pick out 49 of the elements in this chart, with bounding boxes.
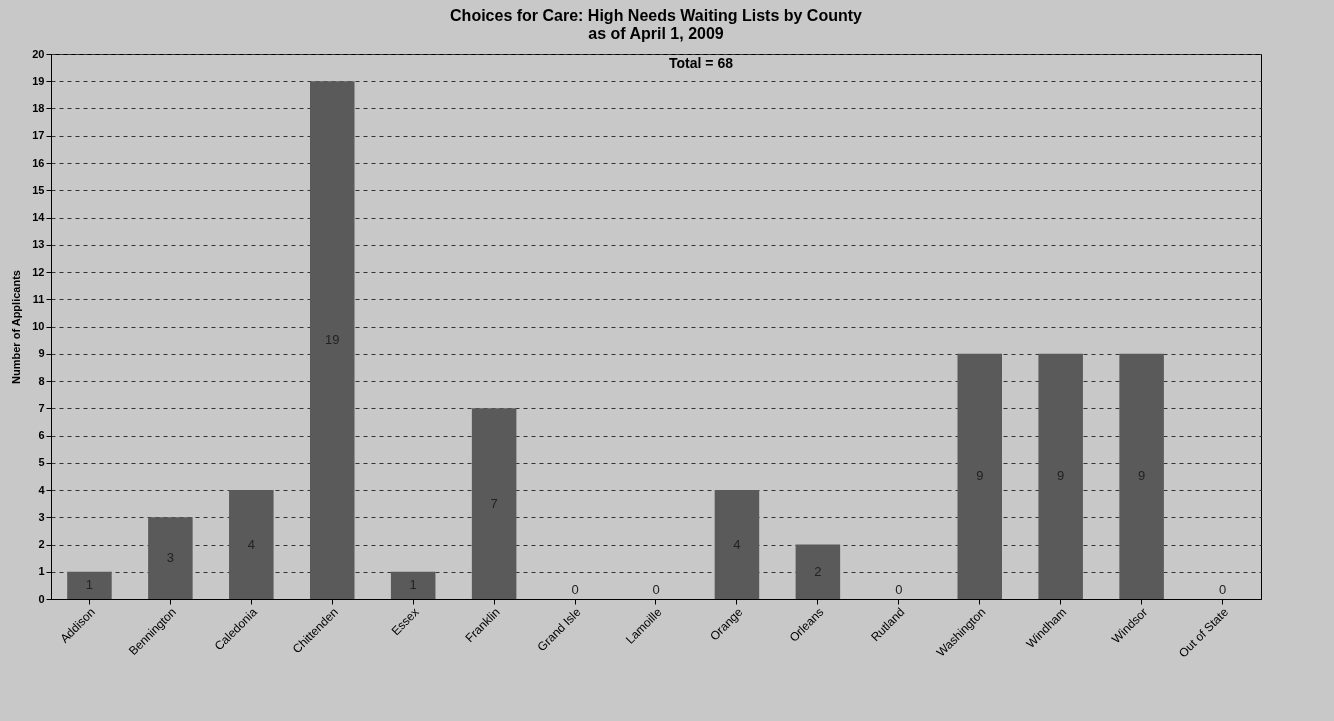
y-tick-label: 3 bbox=[38, 510, 45, 523]
data-label: 0 bbox=[1218, 582, 1227, 597]
y-tick-label: 0 bbox=[38, 592, 45, 605]
y-tick-label: 9 bbox=[38, 347, 45, 360]
y-tick-label: 17 bbox=[32, 129, 45, 142]
y-tick-label: 10 bbox=[32, 320, 45, 332]
text: as of April 1, 2009 bbox=[588, 25, 724, 42]
data-label: 2 bbox=[814, 563, 822, 579]
bar bbox=[148, 517, 193, 599]
y-tick-label: 14 bbox=[32, 211, 46, 223]
y-tick-label: 5 bbox=[38, 456, 45, 469]
bar bbox=[471, 408, 517, 599]
bar bbox=[714, 490, 760, 599]
data-label: 19 bbox=[325, 332, 340, 348]
bar bbox=[229, 490, 274, 599]
data-label: 0 bbox=[652, 582, 660, 597]
y-tick-label: 11 bbox=[32, 292, 45, 305]
y-tick-label: 2 bbox=[38, 538, 45, 550]
bar bbox=[67, 571, 112, 599]
bar bbox=[1119, 353, 1164, 599]
bar bbox=[310, 81, 355, 599]
y-tick-label: 4 bbox=[38, 483, 46, 496]
y-tick-label: 6 bbox=[38, 429, 45, 441]
data-label: 3 bbox=[166, 550, 174, 566]
y-tick-label: 12 bbox=[32, 265, 45, 278]
data-label: 0 bbox=[895, 582, 903, 597]
data-label: 9 bbox=[976, 468, 984, 484]
annotation: Total = 68 bbox=[669, 55, 734, 71]
data-label: 1 bbox=[409, 577, 417, 593]
bar bbox=[795, 544, 841, 599]
y-tick-label: 15 bbox=[32, 183, 45, 196]
y-tick-label: 1 bbox=[38, 565, 45, 578]
y-tick-label: 8 bbox=[38, 374, 45, 387]
data-label: 4 bbox=[733, 536, 741, 552]
bar bbox=[390, 571, 436, 599]
data-label: 7 bbox=[490, 495, 498, 511]
y-tick-label: 20 bbox=[32, 47, 45, 60]
text: Choices for Care: High Needs Waiting Lists by County bbox=[450, 7, 862, 24]
data-label: 0 bbox=[571, 582, 579, 597]
y-tick-label: 18 bbox=[32, 102, 45, 114]
y-axis-title: Number of Applicants bbox=[10, 270, 23, 384]
bar bbox=[957, 353, 1002, 599]
bar bbox=[1038, 353, 1083, 599]
data-label: 1 bbox=[85, 577, 94, 593]
y-tick-label: 7 bbox=[38, 401, 45, 414]
y-tick-label: 13 bbox=[32, 238, 45, 251]
data-label: 4 bbox=[247, 536, 255, 552]
y-tick-label: 19 bbox=[32, 74, 45, 87]
y-tick-label: 16 bbox=[32, 156, 45, 169]
